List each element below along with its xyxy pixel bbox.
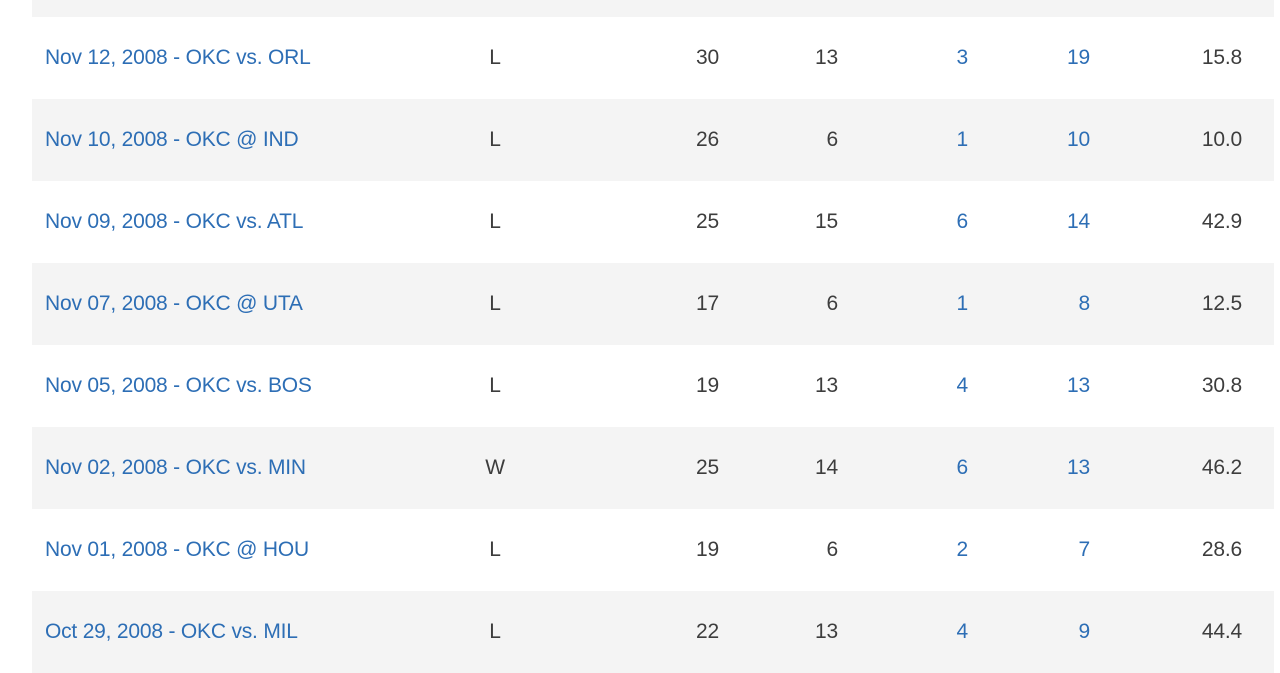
game-link[interactable]: Nov 10, 2008 - OKC @ IND <box>45 128 299 151</box>
game-cell: Nov 05, 2008 - OKC vs. BOS <box>32 374 432 398</box>
game-cell: Nov 12, 2008 - OKC vs. ORL <box>32 46 432 70</box>
stat-link[interactable]: 14 <box>1067 210 1090 233</box>
game-cell: Nov 02, 2008 - OKC vs. MIN <box>32 456 432 480</box>
game-cell: Nov 01, 2008 - OKC @ HOU <box>32 538 432 562</box>
stat-link-cell: 14 <box>1000 210 1122 234</box>
stat-cell: 22 <box>696 620 719 643</box>
stat-cell: 17 <box>696 292 719 315</box>
stat-cell: 6 <box>826 128 839 151</box>
stat-link[interactable]: 9 <box>1078 620 1091 643</box>
stat-link[interactable]: 6 <box>956 210 969 233</box>
result-cell: L <box>489 538 501 561</box>
table-row: Nov 07, 2008 - OKC @ UTA L 17 6 1 8 12.5 <box>32 263 1274 345</box>
stat-cell: 30 <box>696 46 719 69</box>
stat-link-cell: 13 <box>1000 456 1122 480</box>
stat-cell: 13 <box>815 374 838 397</box>
game-link[interactable]: Nov 07, 2008 - OKC @ UTA <box>45 292 303 315</box>
stat-link[interactable]: 6 <box>956 456 969 479</box>
stat-cell: 30.8 <box>1201 374 1242 397</box>
game-link[interactable]: Nov 12, 2008 - OKC vs. ORL <box>45 46 311 69</box>
game-cell: Oct 29, 2008 - OKC vs. MIL <box>32 620 432 644</box>
game-link[interactable]: Nov 01, 2008 - OKC @ HOU <box>45 538 309 561</box>
stat-link[interactable]: 2 <box>956 538 969 561</box>
game-log-table: Nov 12, 2008 - OKC vs. ORL L 30 13 3 19 … <box>32 0 1274 673</box>
stat-cell: 25 <box>696 456 719 479</box>
game-cell: Nov 10, 2008 - OKC @ IND <box>32 128 432 152</box>
game-link[interactable]: Oct 29, 2008 - OKC vs. MIL <box>45 620 298 643</box>
stat-link[interactable]: 13 <box>1067 374 1090 397</box>
result-cell: L <box>489 128 501 151</box>
result-cell: L <box>489 374 501 397</box>
stat-cell: 19 <box>696 374 719 397</box>
stat-cell: 15.8 <box>1201 46 1242 69</box>
stat-cell: 12.5 <box>1201 292 1242 315</box>
stat-link[interactable]: 1 <box>956 292 969 315</box>
stat-link[interactable]: 8 <box>1078 292 1091 315</box>
stat-link[interactable]: 4 <box>956 374 969 397</box>
table-row: Nov 09, 2008 - OKC vs. ATL L 25 15 6 14 … <box>32 181 1274 263</box>
result-cell: L <box>489 292 501 315</box>
game-cell: Nov 09, 2008 - OKC vs. ATL <box>32 210 432 234</box>
table-row-partial <box>32 0 1274 17</box>
stat-cell: 15 <box>815 210 838 233</box>
stat-link-cell: 3 <box>870 46 1000 70</box>
stat-cell: 13 <box>815 620 838 643</box>
stat-link-cell: 2 <box>870 538 1000 562</box>
stat-cell: 10.0 <box>1201 128 1242 151</box>
game-link[interactable]: Nov 09, 2008 - OKC vs. ATL <box>45 210 304 233</box>
table-row: Oct 29, 2008 - OKC vs. MIL L 22 13 4 9 4… <box>32 591 1274 673</box>
stat-link-cell: 19 <box>1000 46 1122 70</box>
stat-link-cell: 6 <box>870 456 1000 480</box>
result-cell: L <box>489 46 501 69</box>
table-row: Nov 05, 2008 - OKC vs. BOS L 19 13 4 13 … <box>32 345 1274 427</box>
stat-link[interactable]: 7 <box>1078 538 1091 561</box>
stat-link[interactable]: 19 <box>1067 46 1090 69</box>
stat-link-cell: 13 <box>1000 374 1122 398</box>
stat-cell: 25 <box>696 210 719 233</box>
stat-cell: 42.9 <box>1201 210 1242 233</box>
game-link[interactable]: Nov 05, 2008 - OKC vs. BOS <box>45 374 312 397</box>
stat-cell: 14 <box>815 456 838 479</box>
stat-cell: 28.6 <box>1201 538 1242 561</box>
table-row: Nov 10, 2008 - OKC @ IND L 26 6 1 10 10.… <box>32 99 1274 181</box>
table-row: Nov 12, 2008 - OKC vs. ORL L 30 13 3 19 … <box>32 17 1274 99</box>
stat-link[interactable]: 4 <box>956 620 969 643</box>
stat-link[interactable]: 10 <box>1067 128 1090 151</box>
stat-link-cell: 1 <box>870 128 1000 152</box>
table-row: Nov 01, 2008 - OKC @ HOU L 19 6 2 7 28.6 <box>32 509 1274 591</box>
table-row: Nov 02, 2008 - OKC vs. MIN W 25 14 6 13 … <box>32 427 1274 509</box>
game-link[interactable]: Nov 02, 2008 - OKC vs. MIN <box>45 456 306 479</box>
stat-cell: 26 <box>696 128 719 151</box>
result-cell: L <box>489 210 501 233</box>
stat-link-cell: 6 <box>870 210 1000 234</box>
game-cell: Nov 07, 2008 - OKC @ UTA <box>32 292 432 316</box>
stat-cell: 46.2 <box>1201 456 1242 479</box>
stat-cell: 19 <box>696 538 719 561</box>
stat-link-cell: 1 <box>870 292 1000 316</box>
stat-link[interactable]: 1 <box>956 128 969 151</box>
stat-link-cell: 10 <box>1000 128 1122 152</box>
result-cell: W <box>485 456 505 479</box>
stat-link[interactable]: 3 <box>956 46 969 69</box>
stat-cell: 6 <box>826 292 839 315</box>
stat-cell: 13 <box>815 46 838 69</box>
stat-link[interactable]: 13 <box>1067 456 1090 479</box>
result-cell: L <box>489 620 501 643</box>
stat-cell: 6 <box>826 538 839 561</box>
stat-link-cell: 9 <box>1000 620 1122 644</box>
stat-link-cell: 7 <box>1000 538 1122 562</box>
stat-link-cell: 4 <box>870 374 1000 398</box>
stat-link-cell: 4 <box>870 620 1000 644</box>
stat-cell: 44.4 <box>1201 620 1242 643</box>
stat-link-cell: 8 <box>1000 292 1122 316</box>
